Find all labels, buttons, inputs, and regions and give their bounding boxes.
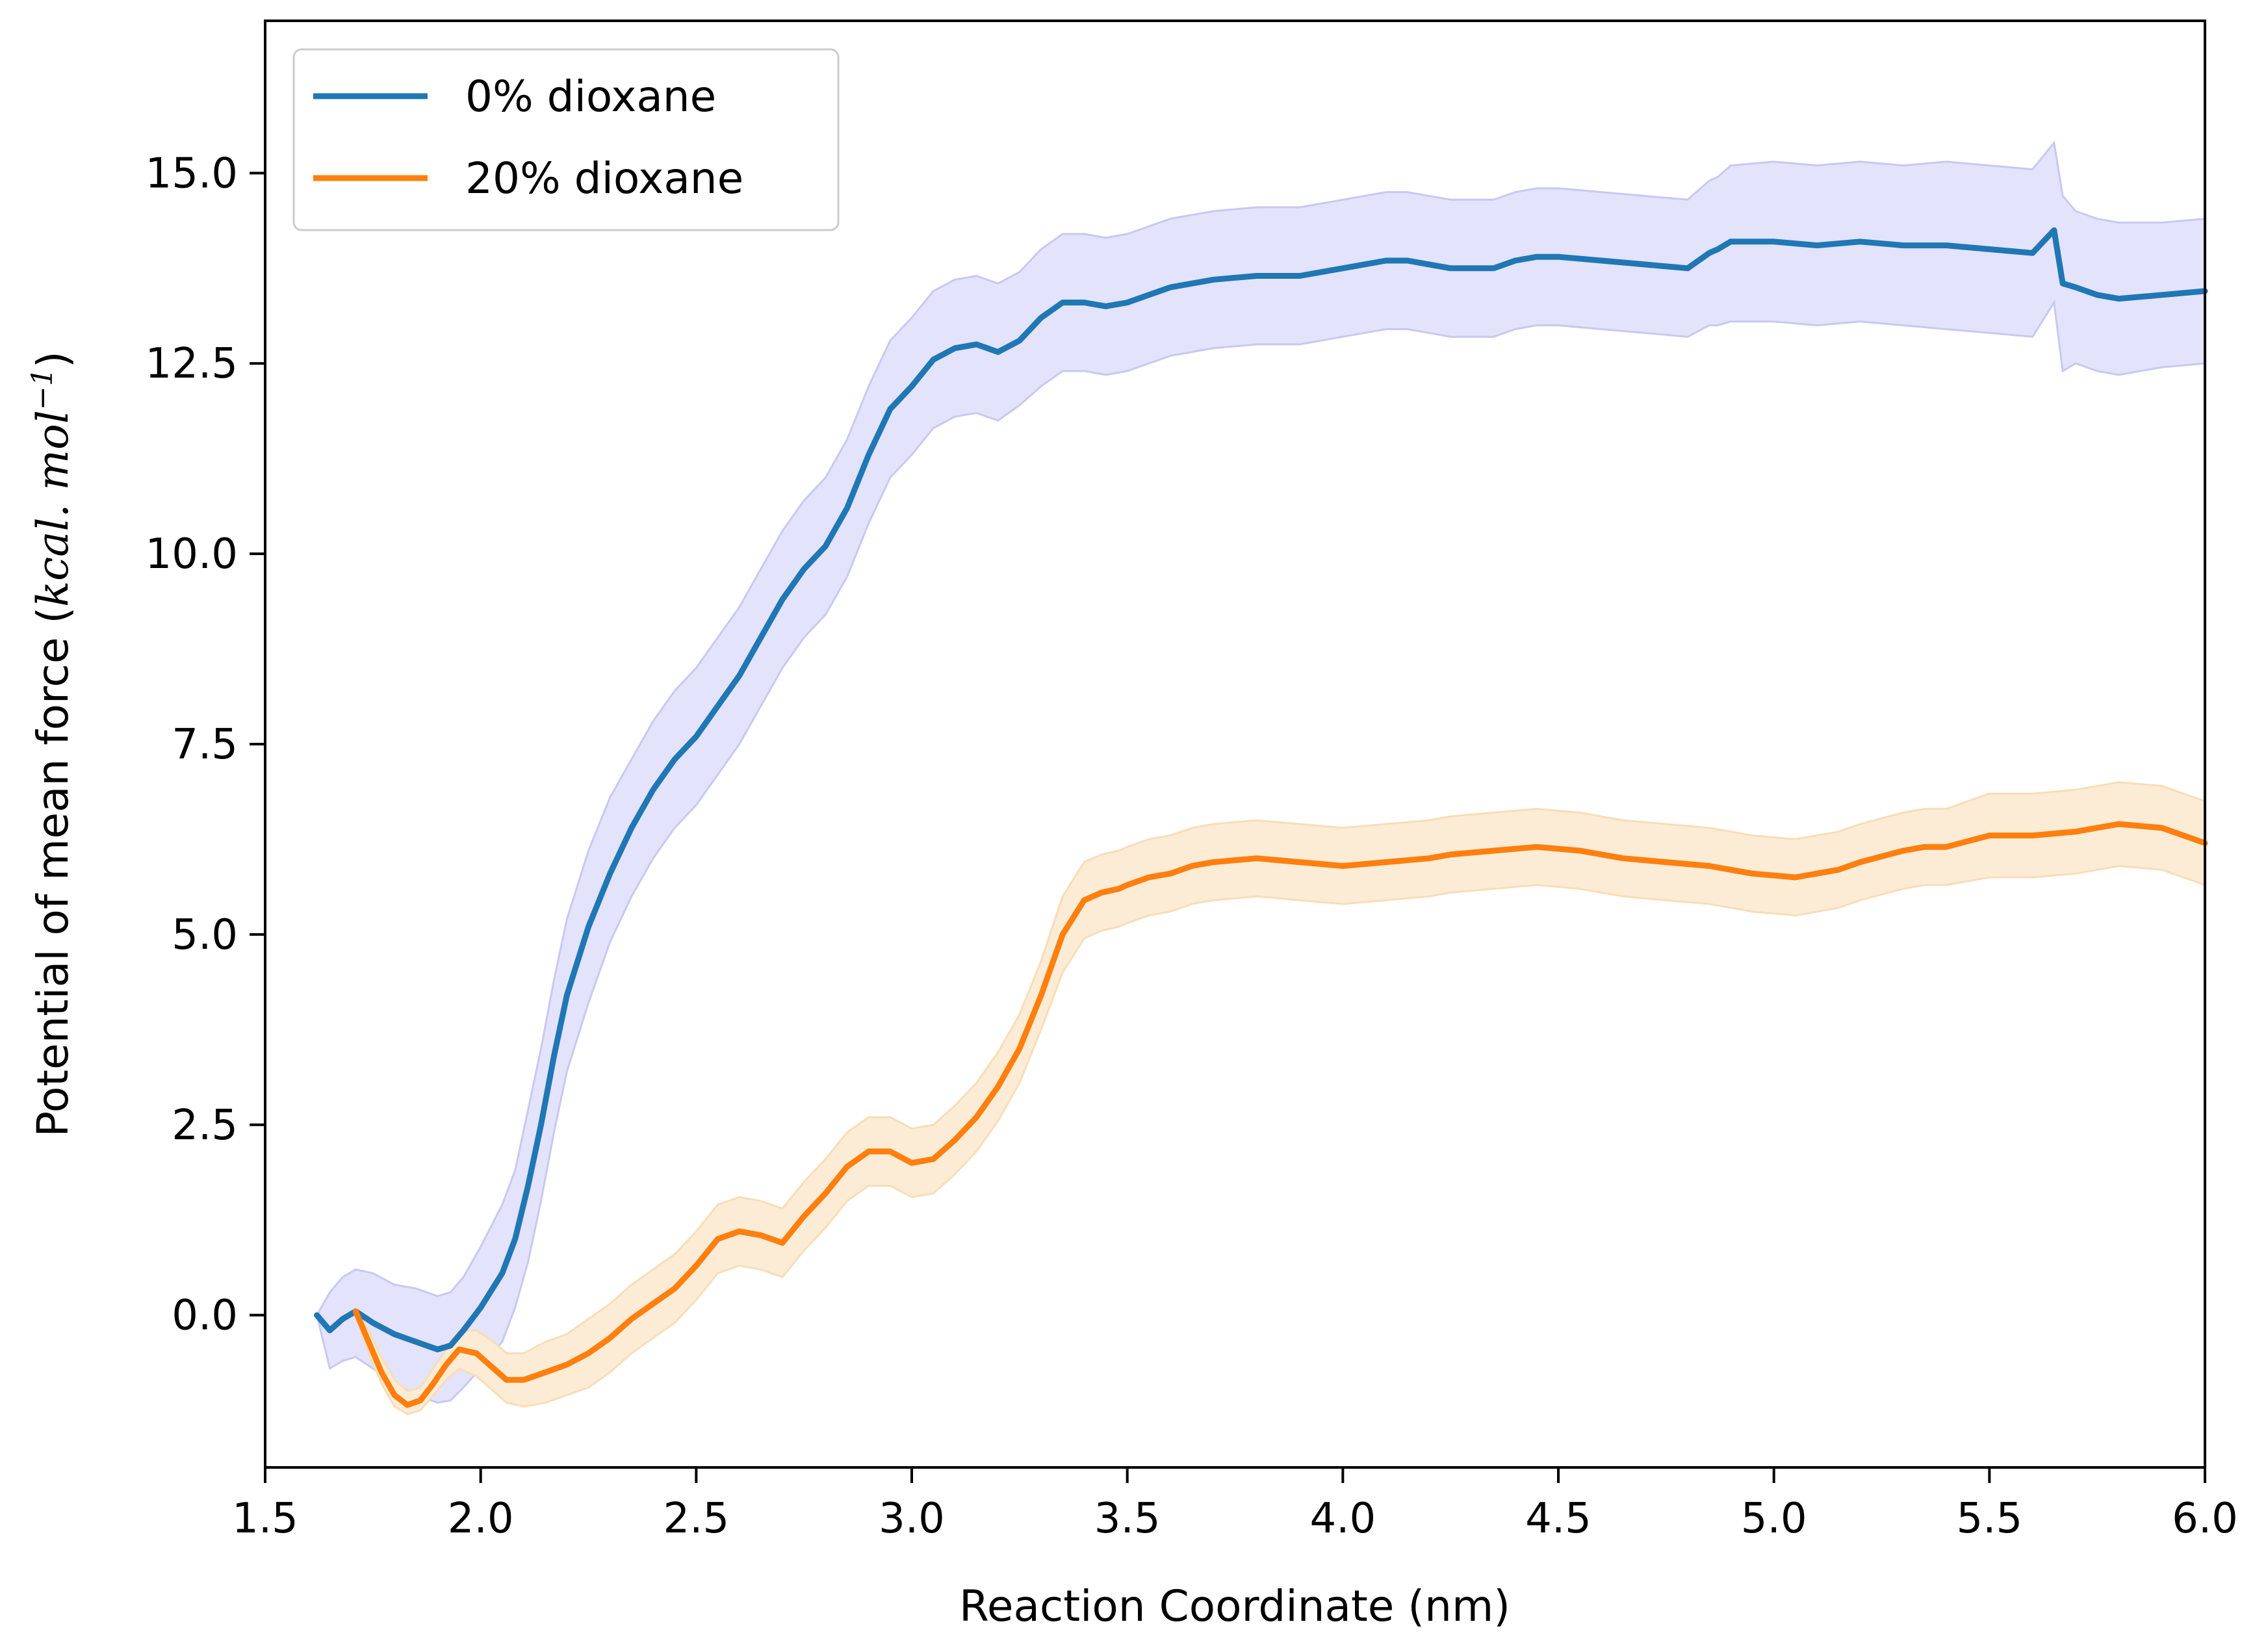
x-tick-label: 2.0 [448,1495,514,1543]
y-axis-label-main: Potential of mean force ( [28,607,78,1137]
y-tick-label: 10.0 [146,530,238,578]
x-tick-label: 3.5 [1094,1495,1161,1543]
series-lines [314,227,2208,1408]
legend: 0% dioxane 20% dioxane [292,48,840,231]
line-0-dioxane [314,227,2208,1352]
x-tick-label: 6.0 [2172,1495,2238,1543]
y-axis-label-exponent: −1 [26,368,59,410]
x-tick-label: 5.0 [1741,1495,1807,1543]
y-axis-label-unit: kcal. mol [28,410,78,607]
y-tick-label: 7.5 [172,721,238,769]
y-tick-label: 15.0 [146,149,238,198]
legend-label-0-dioxane: 0% dioxane [465,71,716,122]
y-tick-label: 12.5 [146,340,238,388]
y-axis-label-close: ) [28,351,78,368]
x-tick-label: 1.5 [232,1495,298,1543]
line-20-dioxane [352,821,2208,1408]
y-tick-label: 0.0 [172,1292,238,1340]
y-tick-label: 5.0 [172,911,238,959]
legend-label-20-dioxane: 20% dioxane [465,153,743,203]
legend-box [292,48,840,231]
x-tick-label: 5.5 [1956,1495,2022,1543]
plot-area [264,19,2208,1469]
x-tick-label: 4.0 [1309,1495,1376,1543]
x-axis-ticks: 1.5 2.0 2.5 3.0 3.5 4.0 4.5 5.0 5.5 6.0 [232,1467,2238,1543]
y-axis-label: Potential of mean force (kcal. mol−1) [26,351,78,1137]
x-tick-label: 2.5 [663,1495,729,1543]
y-axis-ticks: 0.0 2.5 5.0 7.5 10.0 12.5 15.0 [146,149,265,1340]
x-tick-label: 3.0 [879,1495,945,1543]
x-axis-label: Reaction Coordinate (nm) [959,1581,1510,1631]
y-tick-label: 2.5 [172,1102,238,1150]
x-tick-label: 4.5 [1525,1495,1591,1543]
